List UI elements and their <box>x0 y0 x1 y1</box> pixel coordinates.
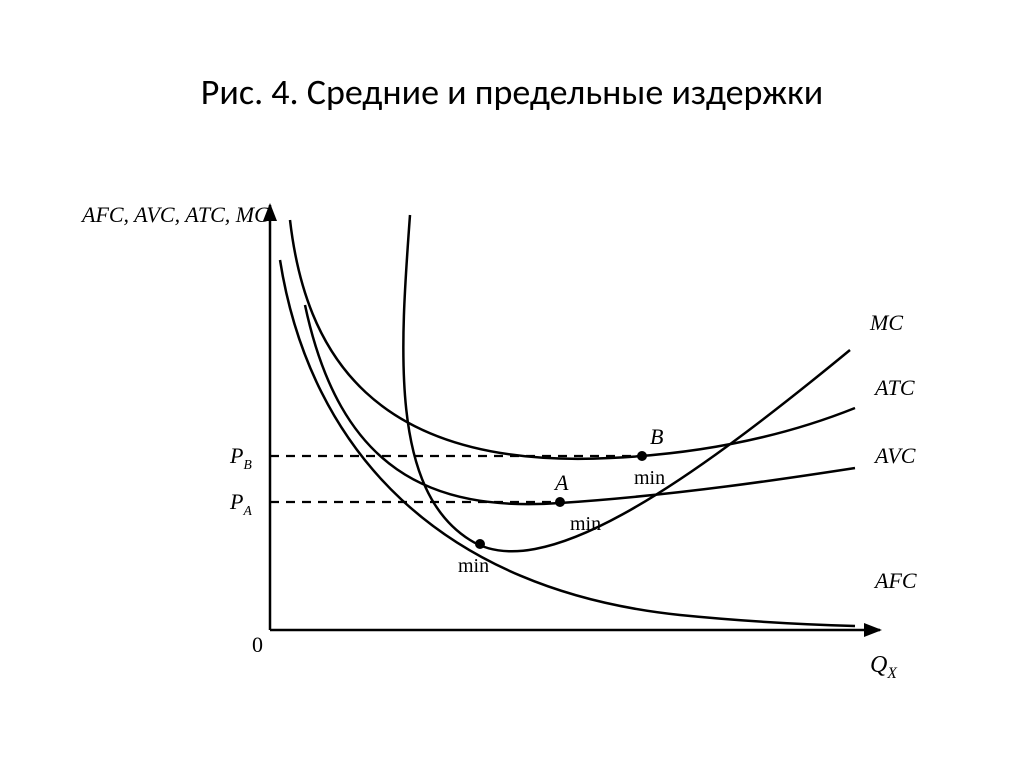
curve-label-AFC: AFC <box>873 568 917 593</box>
point-A <box>555 497 565 507</box>
curve-label-AVC: AVC <box>873 443 916 468</box>
cost-curves-chart: 0 AFC, AVC, ATC, MC QX PB PA MC ATC AVC AFC Amin B… <box>80 190 940 710</box>
point-MCmin <box>475 539 485 549</box>
curve-label-ATC: ATC <box>873 375 915 400</box>
ref-label-PB: PB <box>229 443 252 472</box>
curve-ATC <box>290 220 855 459</box>
x-axis-label: QX <box>870 652 898 682</box>
min-label-A: min <box>570 513 601 535</box>
figure-title: Рис. 4. Средние и предельные издержки <box>0 70 1024 114</box>
point-label-B: B <box>650 424 663 449</box>
ref-label-PA: PA <box>229 489 252 518</box>
y-axis-label: AFC, AVC, ATC, MC <box>80 202 269 227</box>
axes <box>263 203 882 637</box>
curve-AVC <box>305 305 855 504</box>
origin-label: 0 <box>252 632 263 657</box>
point-label-A: A <box>553 470 569 495</box>
min-label-B: min <box>634 467 665 489</box>
curve-label-MC: MC <box>869 310 903 335</box>
curve-MC <box>403 215 850 551</box>
point-B <box>637 451 647 461</box>
min-label-MCmin: min <box>458 555 489 577</box>
